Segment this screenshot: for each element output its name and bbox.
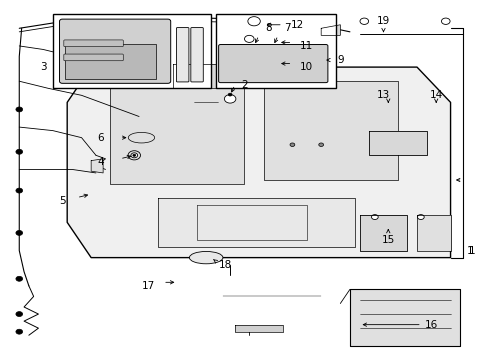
Text: 12: 12 xyxy=(290,20,303,30)
Text: 18: 18 xyxy=(218,260,231,270)
Text: 1: 1 xyxy=(466,246,472,256)
Polygon shape xyxy=(91,159,103,173)
Polygon shape xyxy=(368,131,426,155)
Circle shape xyxy=(16,188,22,193)
Circle shape xyxy=(16,230,22,235)
Text: 6: 6 xyxy=(97,133,104,143)
Text: 1: 1 xyxy=(468,246,474,256)
Circle shape xyxy=(371,215,377,220)
Circle shape xyxy=(16,107,22,112)
Circle shape xyxy=(441,18,449,24)
Circle shape xyxy=(16,312,22,316)
FancyBboxPatch shape xyxy=(64,40,123,47)
Text: 5: 5 xyxy=(59,196,65,206)
Text: 13: 13 xyxy=(376,90,389,100)
FancyBboxPatch shape xyxy=(64,44,156,80)
Polygon shape xyxy=(234,325,282,332)
Circle shape xyxy=(247,17,260,26)
Circle shape xyxy=(228,93,232,96)
FancyBboxPatch shape xyxy=(60,19,170,83)
Text: 14: 14 xyxy=(428,90,442,100)
Ellipse shape xyxy=(189,251,223,264)
Text: 4: 4 xyxy=(97,157,104,167)
Text: 10: 10 xyxy=(300,62,313,72)
FancyBboxPatch shape xyxy=(176,28,188,82)
Text: 9: 9 xyxy=(336,55,343,65)
FancyBboxPatch shape xyxy=(64,54,123,61)
Ellipse shape xyxy=(128,132,154,143)
Circle shape xyxy=(16,329,22,334)
Polygon shape xyxy=(67,67,449,258)
Polygon shape xyxy=(172,64,215,88)
Circle shape xyxy=(133,154,136,156)
Circle shape xyxy=(244,35,254,42)
Polygon shape xyxy=(416,215,449,251)
Text: 11: 11 xyxy=(300,41,313,51)
Polygon shape xyxy=(263,81,397,180)
Text: 7: 7 xyxy=(284,23,290,33)
Polygon shape xyxy=(110,85,244,184)
Circle shape xyxy=(224,95,235,103)
Text: 16: 16 xyxy=(424,320,437,330)
Circle shape xyxy=(16,276,22,281)
Circle shape xyxy=(417,215,424,220)
FancyBboxPatch shape xyxy=(215,14,335,88)
Text: 3: 3 xyxy=(40,62,46,72)
Polygon shape xyxy=(359,215,407,251)
Circle shape xyxy=(289,143,294,147)
Polygon shape xyxy=(321,25,340,35)
FancyBboxPatch shape xyxy=(218,45,327,83)
FancyBboxPatch shape xyxy=(53,14,210,88)
Polygon shape xyxy=(158,198,354,247)
Polygon shape xyxy=(349,289,459,346)
Text: 2: 2 xyxy=(241,80,247,90)
Text: 15: 15 xyxy=(381,235,394,245)
FancyBboxPatch shape xyxy=(190,28,203,82)
Circle shape xyxy=(318,143,323,147)
Text: 8: 8 xyxy=(264,23,271,33)
Circle shape xyxy=(16,149,22,154)
Text: 17: 17 xyxy=(142,281,155,291)
Text: 19: 19 xyxy=(376,16,389,26)
Circle shape xyxy=(131,153,137,158)
Circle shape xyxy=(359,18,368,24)
Circle shape xyxy=(128,151,140,160)
